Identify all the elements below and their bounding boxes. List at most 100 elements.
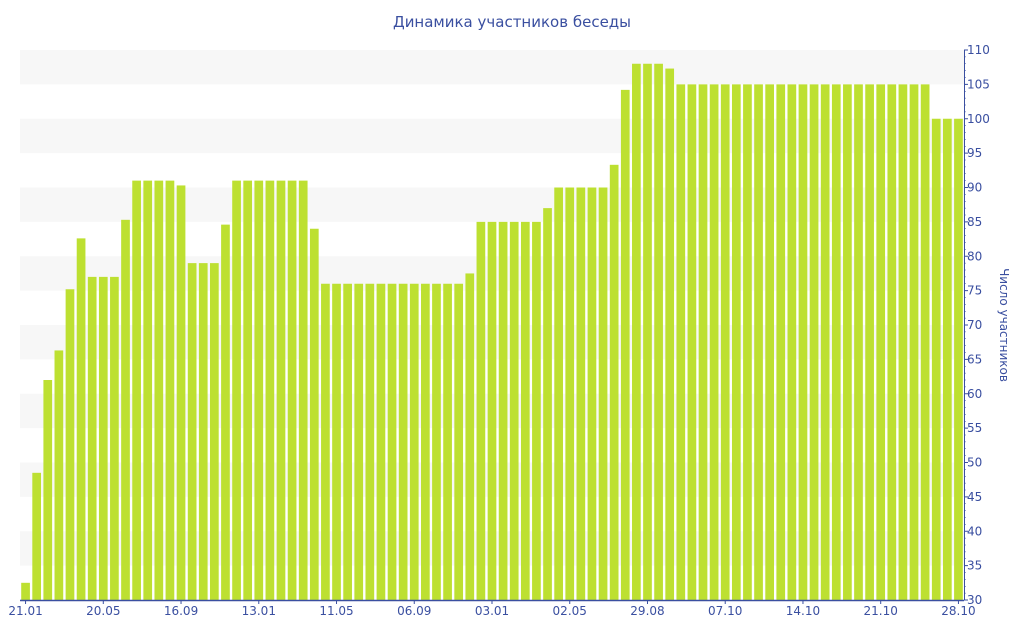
x-tick-label: 13.01 — [242, 604, 276, 618]
y-tick-label: 45 — [967, 490, 982, 504]
y-tick-label: 105 — [967, 77, 990, 91]
bar — [887, 84, 897, 600]
bar — [509, 221, 519, 600]
y-tick-label: 30 — [967, 593, 982, 607]
bar — [731, 84, 741, 600]
x-tick-label: 29.08 — [630, 604, 664, 618]
bar — [232, 180, 241, 600]
bar — [942, 118, 952, 600]
bar — [931, 118, 941, 600]
bar — [709, 84, 719, 600]
bar — [865, 84, 874, 600]
y-tick-label: 90 — [967, 181, 982, 195]
bar — [620, 89, 630, 600]
chart-title: Динамика участников беседы — [392, 13, 632, 31]
bar — [520, 221, 530, 600]
y-tick-label: 35 — [967, 559, 982, 573]
bar — [254, 180, 264, 600]
bar — [820, 84, 830, 600]
bar — [287, 180, 297, 600]
bar — [198, 263, 208, 600]
bar — [210, 263, 219, 600]
y-axis-label: Число участников — [997, 268, 1011, 382]
bar — [343, 283, 352, 600]
bar — [743, 84, 752, 600]
bar — [843, 84, 852, 600]
y-tick-label: 75 — [967, 284, 982, 298]
grid-band — [20, 50, 964, 85]
bar — [632, 63, 641, 600]
bar — [765, 84, 774, 600]
bar — [176, 185, 186, 600]
y-tick-label: 65 — [967, 352, 982, 366]
y-tick-label: 80 — [967, 249, 982, 263]
bar — [432, 283, 441, 600]
bar — [854, 84, 863, 600]
bar — [498, 221, 508, 600]
bar — [898, 84, 908, 600]
bar — [576, 187, 586, 600]
bar — [443, 283, 452, 600]
bar — [565, 187, 575, 600]
y-tick-label: 95 — [967, 146, 982, 160]
bar — [221, 224, 230, 600]
bar — [398, 283, 408, 600]
bar — [243, 180, 253, 600]
y-tick-label: 50 — [967, 456, 982, 470]
bar — [187, 263, 197, 600]
bar — [265, 180, 275, 600]
bar — [43, 380, 53, 600]
bar — [387, 283, 397, 600]
x-tick-label: 02.05 — [553, 604, 587, 618]
bar — [687, 84, 697, 600]
bar — [65, 289, 75, 600]
bar — [776, 84, 786, 600]
bar — [32, 472, 42, 600]
bar — [298, 180, 308, 600]
x-tick-label: 03.01 — [475, 604, 509, 618]
bar — [276, 180, 286, 600]
x-tick-label: 21.01 — [8, 604, 42, 618]
bar — [87, 276, 97, 600]
y-tick-label: 85 — [967, 215, 982, 229]
y-tick-label: 100 — [967, 112, 990, 126]
bars — [21, 63, 963, 600]
bar — [365, 283, 375, 600]
bar — [554, 187, 563, 600]
y-tick-label: 55 — [967, 421, 982, 435]
bar — [698, 84, 708, 600]
bar — [532, 221, 541, 600]
bar — [665, 68, 675, 600]
axes: 30 35 40 45 50 55 60 65 70 75 80 85 90 95 100 105 110 21.… — [8, 43, 990, 618]
bar — [143, 180, 153, 600]
bar — [76, 238, 86, 600]
bar — [543, 208, 552, 600]
bar — [487, 221, 497, 600]
bar — [110, 276, 119, 600]
bar — [954, 118, 963, 600]
bar — [609, 164, 619, 600]
bar — [465, 273, 475, 600]
y-tick-label: 60 — [967, 387, 982, 401]
bar — [454, 283, 464, 600]
x-tick-label: 11.05 — [319, 604, 353, 618]
x-tick-label: 07.10 — [708, 604, 742, 618]
bar — [831, 84, 841, 600]
y-tick-label: 40 — [967, 524, 982, 538]
x-tick-label: 14.10 — [786, 604, 820, 618]
x-tick-label: 16.09 — [164, 604, 198, 618]
bar — [476, 221, 486, 600]
bar — [165, 180, 175, 600]
bar — [376, 283, 386, 600]
x-tick-label: 20.05 — [86, 604, 120, 618]
bar — [676, 84, 686, 600]
bar — [798, 84, 808, 600]
bar — [154, 180, 164, 600]
bar — [132, 180, 141, 600]
bar — [809, 84, 819, 600]
bar — [598, 187, 608, 600]
bar — [98, 276, 108, 600]
bar — [587, 187, 597, 600]
bar — [909, 84, 919, 600]
y-tick-label: 110 — [967, 43, 990, 57]
